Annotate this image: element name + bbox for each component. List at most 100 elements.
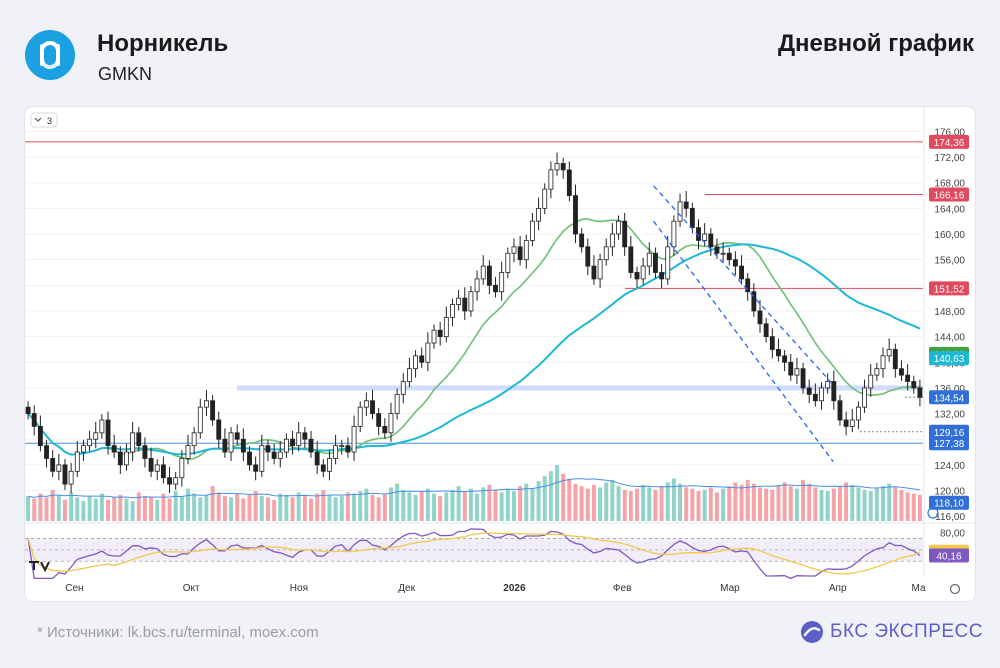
volume-bar <box>758 487 762 521</box>
candle-down <box>739 265 744 280</box>
volume-bar <box>770 489 775 521</box>
candle-down <box>493 284 498 293</box>
price-markers: 174,36166,16151,52127,38141,30140,63134,… <box>929 134 969 563</box>
candle-up <box>450 304 455 318</box>
candle-up <box>523 240 529 261</box>
price-chart[interactable]: 176,00172,00168,00164,00160,00156,00152,… <box>25 107 976 602</box>
volume-bar <box>204 494 209 521</box>
volume-bar <box>222 496 227 521</box>
candle-down <box>560 163 566 171</box>
candle-up <box>197 406 203 434</box>
volume-bar <box>241 498 246 521</box>
time-axis: Сен Окт Ноя Дек 2026 Фев Мар Апр Ма <box>65 583 926 594</box>
volume-bar <box>186 488 190 521</box>
volume-bar <box>106 499 111 521</box>
sources-note: * Источники: lk.bcs.ru/terminal, moex.co… <box>37 624 319 641</box>
candle-up <box>499 272 505 293</box>
volume-ma-line <box>27 478 920 499</box>
volume-bar <box>50 489 55 521</box>
candle-down <box>732 259 738 267</box>
candle-up <box>339 445 345 448</box>
candle-down <box>148 458 154 472</box>
volume-bar <box>505 488 510 521</box>
candle-down <box>769 336 775 350</box>
header: Норникель GMKN Дневной график <box>0 0 1000 104</box>
volume-bar <box>481 487 486 521</box>
volume-bar <box>905 492 910 521</box>
candle-up <box>357 406 363 427</box>
candle-down <box>345 445 351 453</box>
candle-up <box>68 470 74 485</box>
volume-bar <box>339 496 344 521</box>
candle-down <box>271 451 277 459</box>
level-marker-box <box>929 187 969 202</box>
volume-bar <box>801 479 806 521</box>
volume-bar <box>721 488 726 521</box>
candle-up <box>474 278 480 293</box>
candle-down <box>240 438 246 453</box>
volume-bar <box>862 489 867 521</box>
volume-bar <box>198 497 203 521</box>
bcs-logo-icon <box>801 621 823 643</box>
volume-bar <box>179 496 184 521</box>
volume-bar <box>327 494 332 521</box>
volume-bar <box>468 488 473 521</box>
volume-bar <box>813 487 818 521</box>
rsi-tick-label: 80,00 <box>940 529 965 540</box>
price-tick-label: 144,00 <box>934 333 965 344</box>
volume-bar <box>714 492 719 521</box>
volume-bar <box>591 484 596 521</box>
level-marker-box <box>929 281 969 296</box>
volume-bar <box>530 488 535 521</box>
chart-type-title: Дневной график <box>777 30 974 57</box>
candle-up <box>536 207 542 222</box>
price-tick-label: 120,00 <box>934 487 965 498</box>
volume-bar <box>358 491 363 521</box>
candle-down <box>573 195 578 235</box>
candle-down <box>843 419 849 427</box>
candle-down <box>50 458 56 472</box>
price-tick-label: 156,00 <box>934 256 965 267</box>
candle-up <box>173 477 179 485</box>
level-marker-label: 127,38 <box>934 439 965 450</box>
volume-bar <box>788 486 793 521</box>
candle-down <box>62 464 68 485</box>
value-marker-box <box>929 424 969 439</box>
volume-bar <box>512 491 516 521</box>
candle-up <box>413 355 418 370</box>
candle-up <box>511 246 517 254</box>
value-marker-box <box>929 351 969 366</box>
candle-up <box>327 458 332 472</box>
volume-bar <box>585 488 590 521</box>
candle-up <box>530 220 535 241</box>
candle-down <box>462 297 468 312</box>
rsi-panel <box>25 522 975 580</box>
volume-bar <box>136 492 141 521</box>
candle-up <box>74 451 80 472</box>
price-tick-label: 164,00 <box>934 204 965 215</box>
brand-name: БКС ЭКСПРЕСС <box>830 621 983 642</box>
volume-bar <box>26 496 31 521</box>
candle-up <box>191 432 197 447</box>
candle-up <box>228 432 234 453</box>
volume-bars <box>26 465 922 521</box>
candle-down <box>745 278 751 293</box>
candle-up <box>603 246 609 261</box>
volume-bar <box>844 482 849 521</box>
volume-bar <box>315 493 320 521</box>
candle-down <box>210 400 216 421</box>
volume-bar <box>764 488 769 521</box>
volume-bar <box>493 489 498 521</box>
level-marker-label: 151,52 <box>934 284 965 295</box>
candle-down <box>37 425 43 447</box>
candle-down <box>308 438 314 453</box>
volume-bar <box>253 491 258 521</box>
volume-bar <box>911 493 916 521</box>
volume-bar <box>118 494 123 521</box>
candle-down <box>419 355 425 363</box>
level-marker-box <box>929 436 969 451</box>
candle-down <box>689 207 695 229</box>
volume-bar <box>63 499 67 521</box>
candle-down <box>622 220 628 248</box>
volume-bar <box>32 498 37 521</box>
